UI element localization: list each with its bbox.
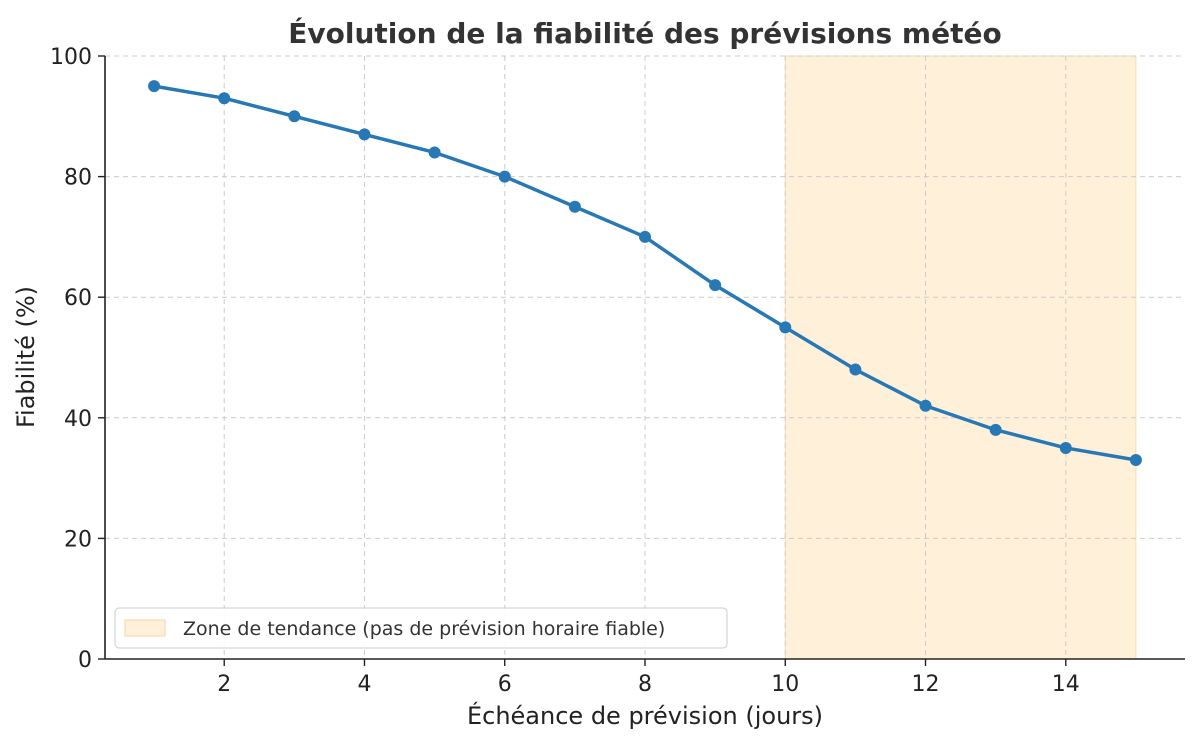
chart-title: Évolution de la fiabilité des prévisions… — [288, 16, 1001, 50]
data-point — [358, 128, 371, 141]
legend-label: Zone de tendance (pas de prévision horai… — [183, 618, 665, 640]
legend-box — [114, 607, 728, 649]
y-tick-label: 20 — [64, 527, 92, 552]
y-tick-label: 100 — [50, 45, 92, 70]
x-axis-label: Échéance de prévision (jours) — [467, 701, 823, 730]
x-tick-label: 12 — [912, 672, 940, 697]
y-tick-label: 40 — [64, 407, 92, 432]
y-axis-label: Fiabilité (%) — [12, 286, 40, 428]
y-tick-label: 60 — [64, 286, 92, 311]
shaded-region-layer — [784, 55, 1137, 660]
data-point — [148, 80, 161, 93]
data-point — [919, 399, 932, 412]
data-point — [709, 279, 722, 292]
data-point — [1059, 441, 1072, 454]
data-point — [568, 200, 581, 213]
data-point — [989, 423, 1002, 436]
legend-swatch — [124, 619, 166, 637]
x-tick-label: 8 — [638, 672, 652, 697]
data-point — [779, 321, 792, 334]
x-tick-label: 14 — [1052, 672, 1080, 697]
data-point — [498, 170, 511, 183]
data-point — [288, 110, 301, 123]
x-tick-label: 6 — [498, 672, 512, 697]
grid-layer — [105, 55, 1185, 659]
x-tick-label: 4 — [357, 672, 371, 697]
data-point — [428, 146, 441, 159]
data-point — [218, 92, 231, 105]
ticks-layer: 2 4 6 8 10 12 14 0 20 40 60 80 100 — [50, 45, 1080, 697]
data-point — [1129, 454, 1142, 467]
shaded-region — [784, 55, 1137, 660]
data-point — [639, 230, 651, 243]
x-tick-label: 10 — [771, 672, 799, 697]
legend: Zone de tendance (pas de prévision horai… — [114, 607, 728, 649]
y-tick-label: 80 — [64, 166, 92, 191]
data-point — [849, 363, 862, 376]
series-layer — [148, 80, 1142, 467]
x-tick-label: 2 — [217, 672, 231, 697]
y-tick-label: 0 — [78, 648, 92, 673]
